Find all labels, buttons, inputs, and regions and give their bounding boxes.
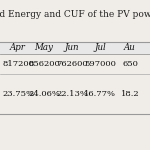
Text: ed Energy and CUF of the PV powe: ed Energy and CUF of the PV powe	[0, 10, 150, 19]
Text: 762600: 762600	[56, 60, 88, 68]
Bar	[0, 42, 150, 54]
Text: 18.2: 18.2	[121, 90, 139, 98]
Text: 597000: 597000	[84, 60, 116, 68]
Text: 16.77%: 16.77%	[84, 90, 116, 98]
Text: 856200: 856200	[28, 60, 60, 68]
Text: 22.13%: 22.13%	[56, 90, 88, 98]
Text: 650: 650	[122, 60, 138, 68]
Text: May: May	[34, 44, 53, 52]
Text: 817200: 817200	[2, 60, 34, 68]
Text: Jul: Jul	[94, 44, 106, 52]
Text: 23.75%: 23.75%	[2, 90, 34, 98]
Text: Jun: Jun	[65, 44, 79, 52]
Text: Apr: Apr	[10, 44, 26, 52]
Text: 24.06%: 24.06%	[28, 90, 60, 98]
Text: Au: Au	[124, 44, 136, 52]
